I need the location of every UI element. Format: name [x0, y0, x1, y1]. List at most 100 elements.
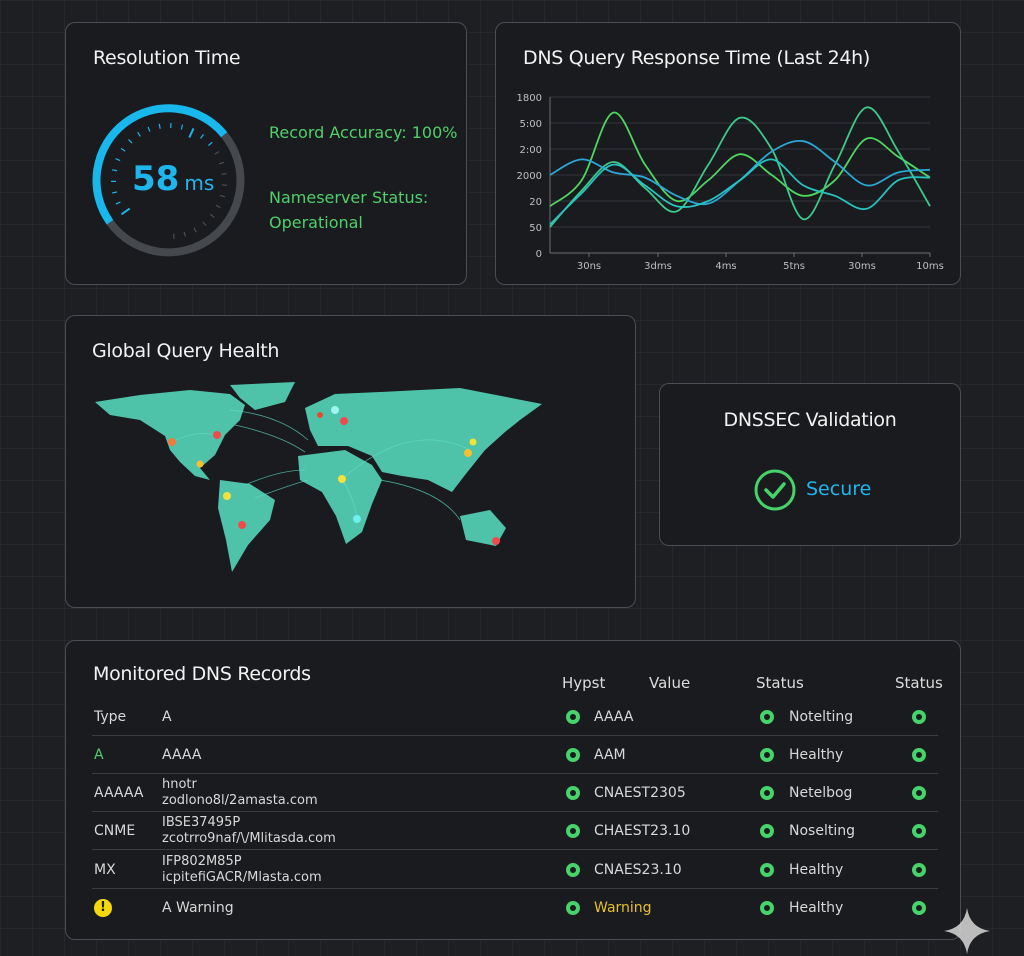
record-name: AAAA [162, 747, 201, 763]
status-dot-icon [760, 901, 774, 915]
status-dot-icon [912, 901, 926, 915]
y-tick-label: 0 [536, 249, 542, 260]
gauge-tick [208, 142, 212, 145]
series-line-series-3 [550, 141, 930, 204]
nameserver-status-label: Nameserver Status: [269, 188, 428, 207]
gauge-tick [121, 148, 125, 151]
status-dot-icon [760, 824, 774, 838]
record-type: Type [94, 709, 126, 725]
header-value: Value [649, 674, 690, 692]
gauge-tick [116, 202, 121, 204]
sparkle-icon [942, 906, 992, 956]
x-tick-label: 4ms [715, 261, 736, 272]
x-tick-label: 10ms [916, 261, 944, 272]
gauge-tick [222, 174, 227, 175]
x-tick-label: 30ms [848, 261, 876, 272]
status-dot-icon [760, 710, 774, 724]
record-status: Noteltіng [789, 709, 853, 725]
resolution-value: 58 ms [132, 159, 214, 199]
status-dot-icon [566, 901, 580, 915]
gauge-tick [112, 192, 117, 193]
record-type: CNME [94, 823, 135, 839]
gauge-tick [181, 125, 182, 130]
record-status: Healthy [789, 747, 843, 763]
card-title: Monitored DNS Records [93, 663, 311, 685]
card-title: Resolution Time [93, 47, 240, 69]
gauge-tick [219, 162, 224, 164]
gauge-tick [216, 205, 220, 207]
record-value: AAM [594, 747, 626, 763]
card-title: Global Query Health [92, 340, 279, 362]
record-host: hnotr [162, 777, 197, 792]
card-title: DNSSEC Validation [660, 409, 960, 431]
gauge-tick [203, 222, 206, 226]
status-dot-icon [912, 748, 926, 762]
record-status: Noselting [789, 823, 855, 839]
x-tick-label: 3dms [644, 261, 672, 272]
status-dot-icon [760, 786, 774, 800]
status-dot-icon [912, 786, 926, 800]
record-status: Netelbog [789, 785, 852, 801]
record-type: A [94, 747, 104, 763]
series-line-series-1 [550, 112, 930, 206]
record-accuracy: Record Accuracy: 100% [269, 123, 457, 142]
status-dot-icon [760, 863, 774, 877]
warning-icon: ! [94, 899, 112, 917]
gauge-tick [201, 134, 204, 138]
gauge-tick [121, 209, 129, 215]
table-row[interactable]: !A Warning Warning Healthy [92, 889, 938, 927]
gauge-tick [215, 152, 219, 155]
resolution-time-card: Resolution Time 58 ms Record Accuracy: 1… [65, 22, 467, 285]
record-name: A Warning [162, 900, 234, 916]
status-dot-icon [912, 710, 926, 724]
y-tick-label: 2:00 [520, 145, 542, 156]
record-target: zcotrro9naf/\/Mlitasda.com [162, 831, 336, 846]
gauge-tick [148, 127, 150, 132]
record-type: AAAAA [94, 785, 143, 801]
gauge-tick [189, 128, 193, 137]
global-query-health-card: Global Query Health [65, 315, 636, 608]
gauge-tick [112, 170, 117, 171]
north-america [95, 390, 245, 480]
record-value: CHAEST23.10 [594, 823, 690, 839]
header-hypst: Hypst [562, 674, 605, 692]
y-tick-label: 1800 [517, 93, 542, 104]
gauge-tick [194, 228, 196, 232]
check-circle-icon [754, 469, 796, 511]
status-dot-icon [760, 748, 774, 762]
nameserver-status-value: Operational [269, 213, 363, 232]
record-host: IBSE37495P [162, 815, 240, 830]
status-dot-icon [566, 710, 580, 724]
gauge-tick [159, 124, 160, 129]
y-tick-label: 20 [529, 197, 542, 208]
y-tick-label: 50 [529, 223, 542, 234]
dnssec-status: Secure [806, 478, 871, 500]
response-time-chart-card: DNS Query Response Time (Last 24h) 0 50 20… [495, 22, 961, 285]
chart-title: DNS Query Response Time (Last 24h) [523, 47, 870, 69]
record-value: Warning [594, 900, 652, 916]
record-value: CNAES23.10 [594, 862, 682, 878]
gauge-tick [220, 195, 225, 196]
record-status: Healthy [789, 862, 843, 878]
gauge-tick [184, 232, 185, 237]
record-type: MX [94, 862, 116, 878]
y-tick-label: 2000 [517, 171, 542, 182]
header-status-2: Status [895, 674, 943, 692]
continents [95, 382, 542, 572]
x-tick-label: 30ns [577, 261, 601, 272]
africa [298, 450, 382, 544]
dnssec-validation-card: DNSSEC Validation Secure [659, 383, 961, 546]
gauge-tick [115, 159, 120, 161]
record-value: CNAEST2305 [594, 785, 686, 801]
status-dot-icon [912, 863, 926, 877]
record-target: zodlono8l/2amasta.com [162, 793, 318, 808]
